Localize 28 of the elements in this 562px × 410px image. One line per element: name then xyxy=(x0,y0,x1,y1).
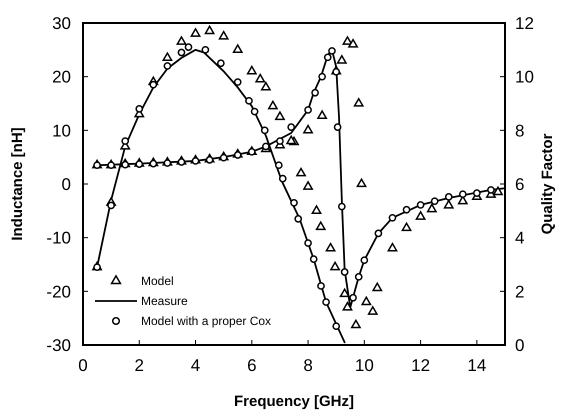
y-tick-label: -10 xyxy=(46,228,71,248)
legend-label: Measure xyxy=(141,294,188,308)
legend-label: Model xyxy=(141,274,174,288)
y2-tick-label: 0 xyxy=(515,336,524,355)
x-tick-label: 12 xyxy=(411,356,430,375)
y-tick-label: 20 xyxy=(52,68,71,87)
y2-tick-label: 12 xyxy=(515,14,534,33)
x-axis-title: Frequency [GHz] xyxy=(234,393,354,410)
x-tick-label: 14 xyxy=(467,356,486,375)
y2-axis-title: Quality Factor xyxy=(539,133,556,234)
y-tick-label: -20 xyxy=(46,282,71,302)
y-tick-label: 10 xyxy=(52,121,71,140)
x-tick-label: 10 xyxy=(354,356,374,375)
y2-tick-label: 8 xyxy=(515,121,524,140)
y2-tick-label: 10 xyxy=(515,68,534,87)
y-tick-label: -30 xyxy=(46,336,71,355)
legend-label: Model with a proper Cox xyxy=(141,314,272,328)
x-tick-label: 8 xyxy=(303,356,313,375)
y2-tick-label: 2 xyxy=(515,282,524,302)
x-tick-label: 4 xyxy=(190,356,200,375)
y-tick-label: 0 xyxy=(62,175,71,194)
x-tick-label: 6 xyxy=(247,356,257,375)
y2-tick-label: 6 xyxy=(515,175,524,194)
y2-tick-label: 4 xyxy=(515,228,524,248)
x-tick-label: 0 xyxy=(78,356,88,375)
x-tick-label: 2 xyxy=(134,356,144,375)
y-tick-label: 30 xyxy=(52,14,71,33)
y-axis-title: Inductance [nH] xyxy=(9,127,26,241)
